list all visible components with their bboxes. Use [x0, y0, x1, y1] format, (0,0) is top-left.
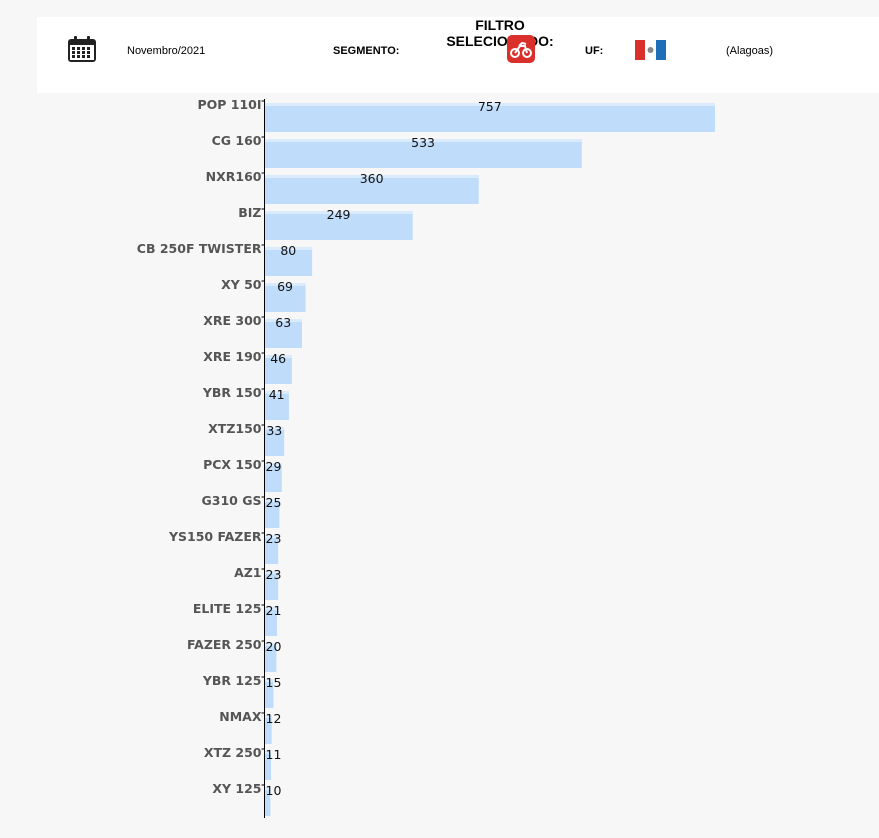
value-label: 46	[270, 351, 286, 366]
value-label: 20	[266, 639, 282, 654]
value-label: 757	[478, 99, 502, 114]
value-label: 23	[266, 567, 282, 582]
bar-highlight	[264, 715, 272, 718]
category-label: CG 160	[212, 133, 262, 148]
value-label: 10	[266, 783, 282, 798]
category-label: YS150 FAZER	[168, 529, 262, 544]
category-label: XRE 190	[203, 349, 262, 364]
category-label: AZ1	[234, 565, 261, 580]
category-label: YBR 150	[202, 385, 262, 400]
category-label: BIZ	[238, 205, 261, 220]
category-label: FAZER 250	[187, 637, 262, 652]
bar-highlight	[264, 571, 279, 574]
value-label: 11	[266, 747, 282, 762]
bar-highlight	[264, 355, 292, 358]
bar-highlight	[264, 103, 715, 106]
bar-ys150-fazer	[264, 535, 279, 564]
segment-label: SEGMENTO:	[333, 45, 400, 57]
value-label: 360	[360, 171, 384, 186]
calendar-icon	[68, 36, 96, 62]
bar-ybr-150	[264, 391, 289, 420]
category-label: CB 250F TWISTER	[137, 241, 262, 256]
value-label: 23	[266, 531, 282, 546]
bar-xre-190	[264, 355, 292, 384]
category-label: YBR 125	[202, 673, 262, 688]
filter-panel: FILTRO SELECIONADO: Novembro/2021 SEGMEN…	[37, 17, 879, 93]
bar-cb-250f-twister	[264, 247, 313, 276]
value-label: 12	[266, 711, 282, 726]
bar-xre-300	[264, 319, 302, 348]
value-label: 63	[275, 315, 291, 330]
bar-biz	[264, 211, 413, 240]
value-label: 25	[266, 495, 282, 510]
bar-highlight	[264, 391, 289, 394]
category-label: NXR160	[206, 169, 262, 184]
bar-highlight	[264, 535, 279, 538]
category-label: ELITE 125	[193, 601, 262, 616]
motorcycle-icon	[507, 35, 535, 63]
bar-pcx-150	[264, 463, 282, 492]
value-label: 249	[327, 207, 351, 222]
bar-highlight	[264, 319, 302, 322]
bar-ybr-125	[264, 679, 274, 708]
bar-highlight	[264, 787, 271, 790]
bar-highlight	[264, 751, 272, 754]
category-label: XY 50	[221, 277, 262, 292]
category-label: XTZ150	[208, 421, 262, 436]
category-label: XY 125	[212, 781, 261, 796]
bar-xy-50	[264, 283, 306, 312]
uf-label: UF:	[585, 45, 604, 57]
category-label: G310 GS	[202, 493, 262, 508]
category-label: XTZ 250	[204, 745, 262, 760]
bar-highlight	[264, 607, 277, 610]
bar-elite-125	[264, 607, 277, 636]
value-label: 533	[411, 135, 435, 150]
bar-g310-gs	[264, 499, 280, 528]
bar-pop-110i	[264, 103, 715, 132]
category-label: PCX 150	[203, 457, 262, 472]
category-label: NMAX	[219, 709, 262, 724]
bar-highlight	[264, 283, 306, 286]
value-label: 41	[269, 387, 285, 402]
bar-highlight	[264, 679, 274, 682]
uf-name: (Alagoas)	[726, 45, 774, 57]
bar-highlight	[264, 463, 282, 466]
bar-cg-160	[264, 139, 582, 168]
bar-xtz150	[264, 427, 285, 456]
value-label: 29	[266, 459, 282, 474]
bar-nxr160	[264, 175, 479, 204]
value-label: 80	[280, 243, 296, 258]
alagoas-flag-icon	[635, 40, 666, 60]
bar-highlight	[264, 139, 582, 142]
category-label: POP 110I	[197, 97, 261, 112]
bar-xtz-250	[264, 751, 272, 780]
bar-highlight	[264, 175, 479, 178]
bar-highlight	[264, 499, 280, 502]
bar-nmax	[264, 715, 272, 744]
period-value: Novembro/2021	[127, 45, 206, 57]
bar-highlight	[264, 643, 277, 646]
value-label: 33	[266, 423, 282, 438]
bar-az1	[264, 571, 279, 600]
bar-highlight	[264, 211, 413, 214]
bar-highlight	[264, 247, 313, 250]
value-label: 15	[266, 675, 282, 690]
bar-highlight	[264, 427, 285, 430]
bar-xy-125	[264, 787, 271, 816]
value-label: 21	[266, 603, 282, 618]
bar-fazer-250	[264, 643, 277, 672]
category-label: XRE 300	[203, 313, 262, 328]
value-label: 69	[277, 279, 293, 294]
